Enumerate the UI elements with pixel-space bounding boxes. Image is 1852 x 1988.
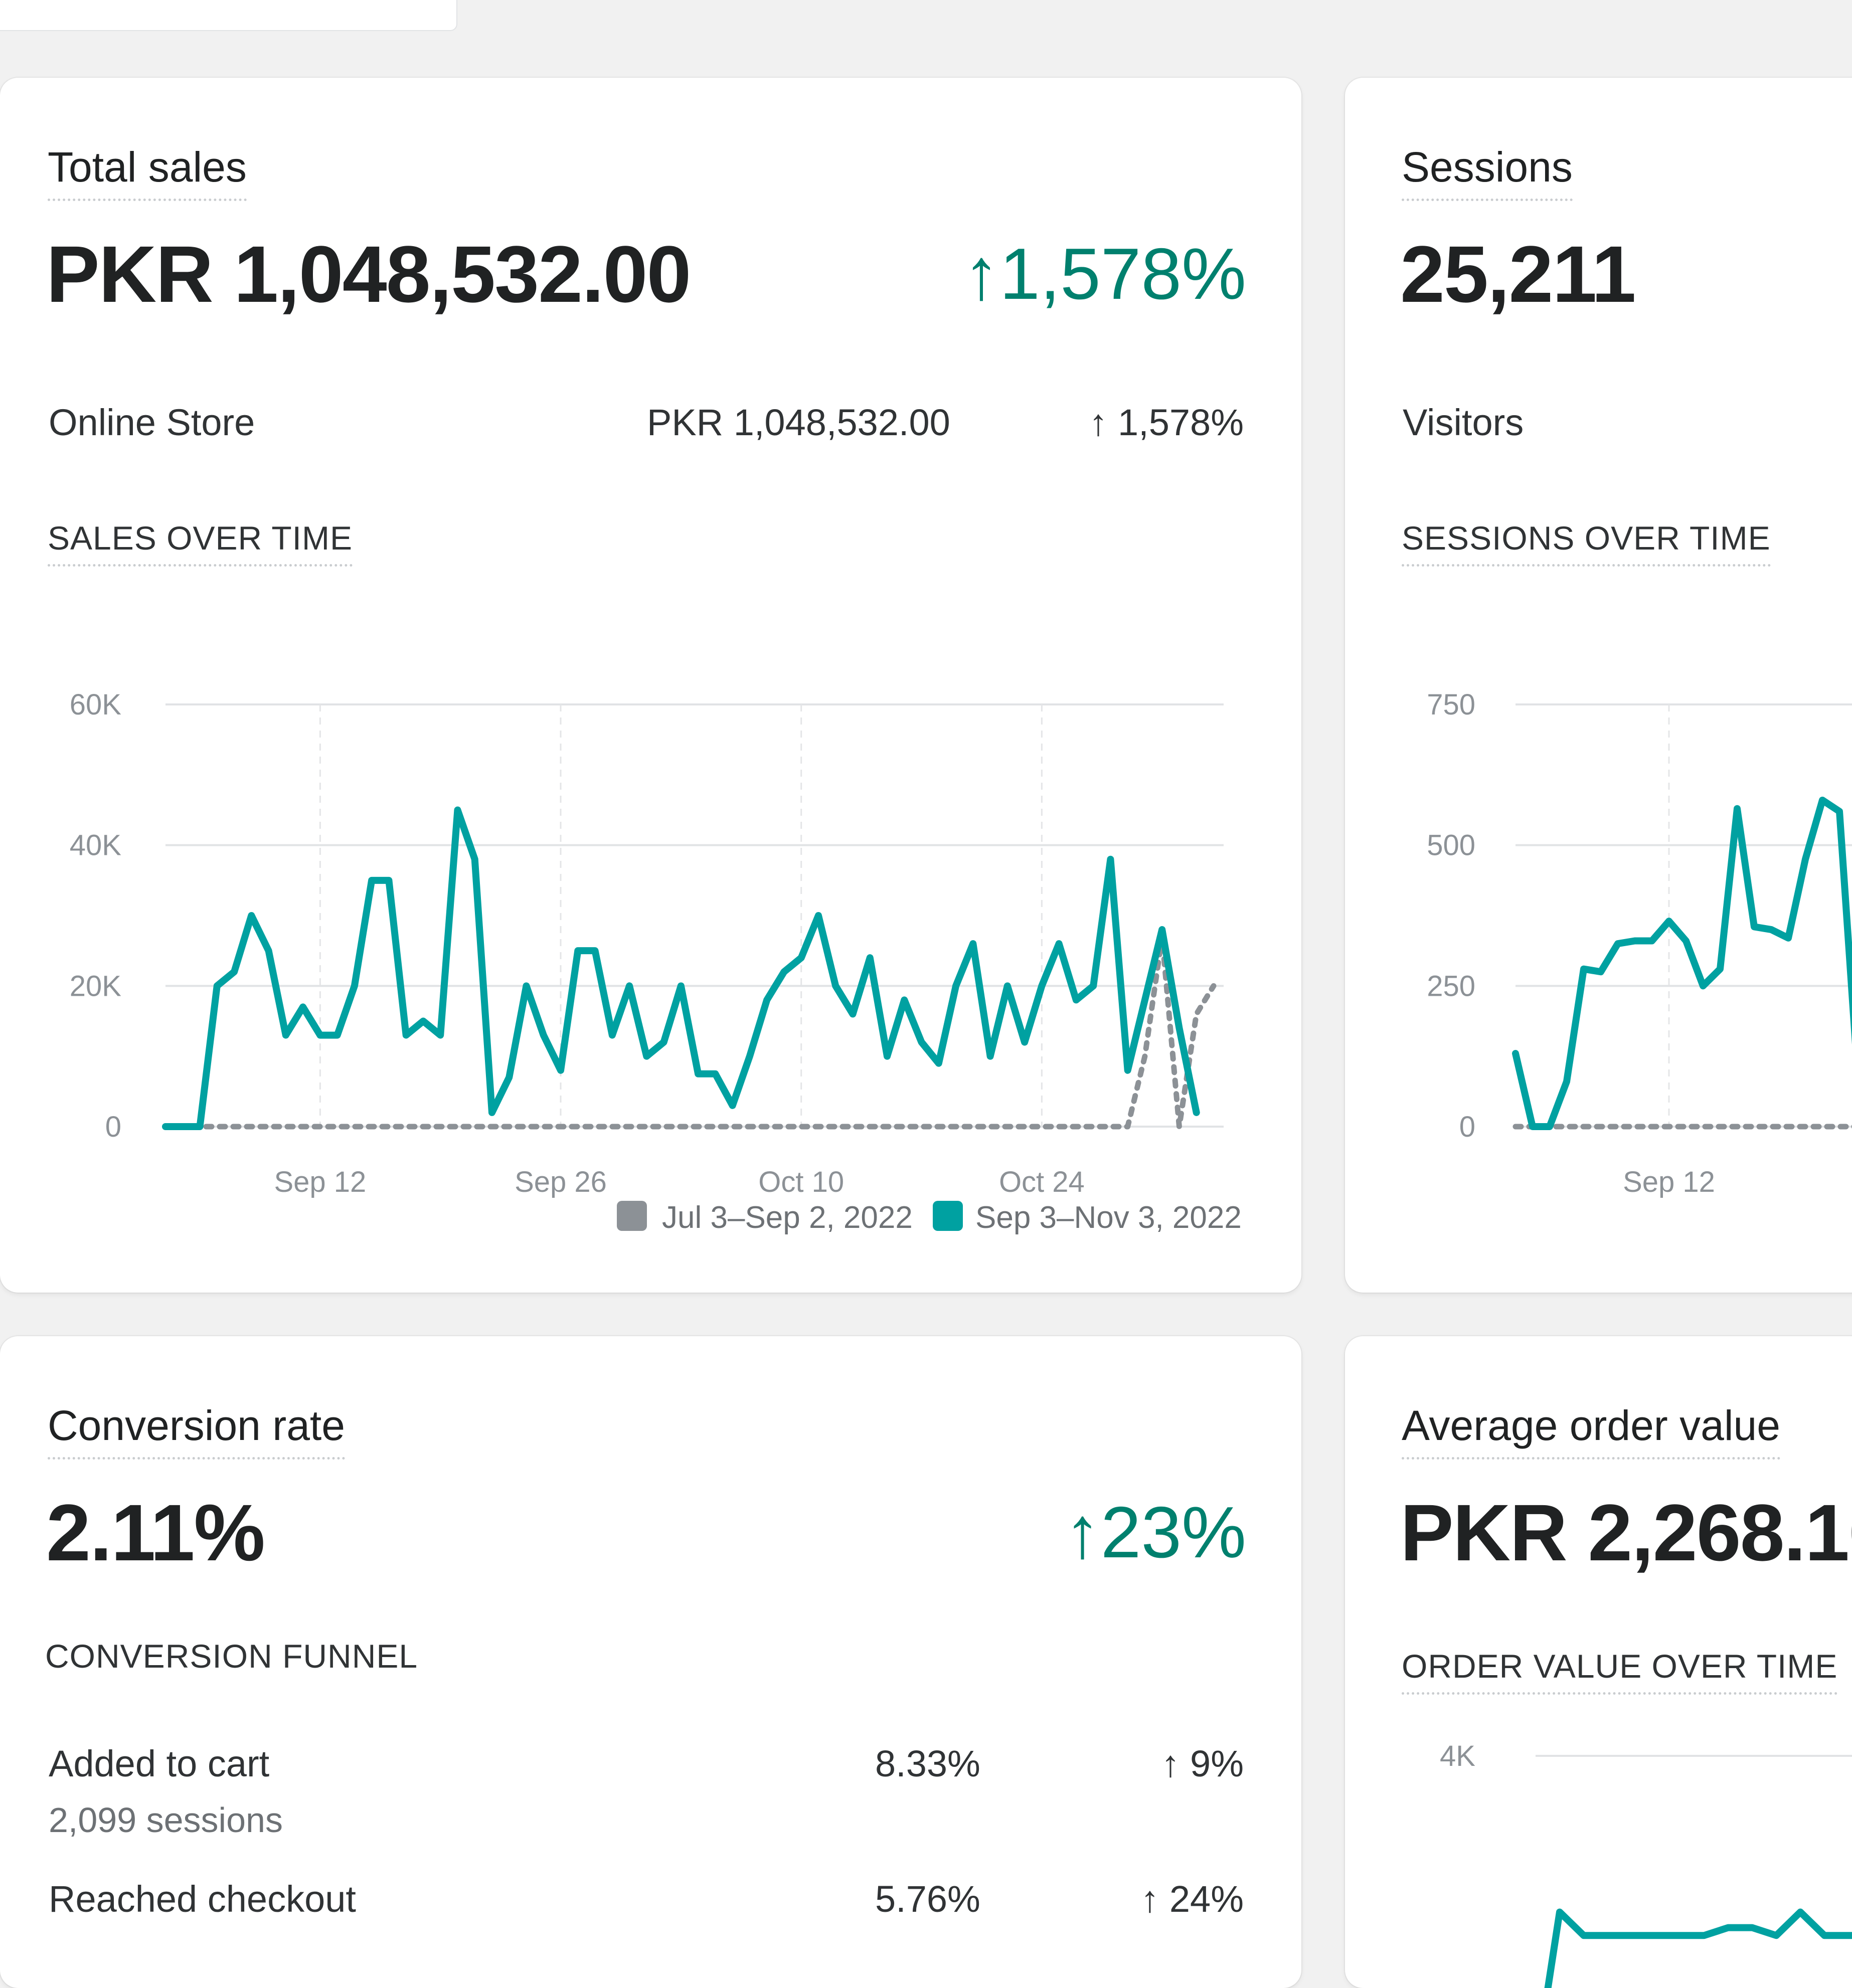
funnel-row-change: ↑ 24% (1140, 1878, 1244, 1920)
series-line-current (1536, 1912, 1852, 1988)
funnel-row-label: Added to cart (49, 1742, 269, 1785)
x-tick-label: Sep 12 (1623, 1166, 1715, 1198)
sessions-card: Sessions 25,211 Visitors SESSIONS OVER T… (1345, 78, 1852, 1293)
conversion-rate-change-value: 23% (1101, 1492, 1246, 1573)
funnel-row-change: ↑ 9% (1161, 1742, 1244, 1785)
funnel-row-label: Reached checkout (49, 1878, 356, 1920)
sessions-over-time-chart: 0 250 500 750 Sep 12 (1345, 78, 1852, 1231)
conversion-rate-title[interactable]: Conversion rate (48, 1401, 345, 1460)
conversion-funnel-heading: CONVERSION FUNNEL (45, 1637, 418, 1675)
x-tick-label: Oct 24 (999, 1166, 1085, 1198)
y-tick-label: 0 (1459, 1111, 1475, 1143)
funnel-row-change-value: 24% (1169, 1878, 1244, 1920)
funnel-row-sub: 2,099 sessions (49, 1800, 283, 1840)
y-tick-label: 60K (70, 688, 122, 721)
series-line-current (1516, 800, 1852, 1127)
y-tick-label: 750 (1427, 688, 1475, 721)
arrow-up-icon: ↑ (1161, 1743, 1180, 1784)
conversion-rate-change: ↑23% (1064, 1491, 1246, 1574)
arrow-up-icon: ↑ (1140, 1878, 1159, 1920)
conversion-rate-card: Conversion rate 2.11% ↑23% CONVERSION FU… (0, 1336, 1301, 1988)
legend-prev-label: Jul 3–Sep 2, 2022 (662, 1200, 913, 1235)
sales-over-time-chart: 0 20K 40K 60K Sep 12 Sep 26 Oct 10 Oct 24 (0, 78, 1301, 1231)
total-sales-card: Total sales PKR 1,048,532.00 ↑1,578% Onl… (0, 78, 1301, 1293)
x-tick-label: Sep 26 (515, 1166, 607, 1198)
y-tick-label: 250 (1427, 970, 1475, 1002)
average-order-value-card: Average order value PKR 2,268.10 ORDER V… (1345, 1336, 1852, 1988)
legend-current-swatch (933, 1201, 963, 1231)
funnel-row-change-value: 9% (1190, 1743, 1244, 1784)
x-tick-label: Sep 12 (274, 1166, 366, 1198)
y-tick-label: 40K (70, 829, 122, 862)
legend-current-label: Sep 3–Nov 3, 2022 (975, 1200, 1242, 1235)
conversion-rate-value: 2.11% (46, 1487, 264, 1579)
y-tick-label: 0 (105, 1111, 121, 1143)
y-tick-label: 20K (70, 970, 122, 1002)
legend-prev-swatch (617, 1201, 647, 1231)
y-tick-label: 4K (1440, 1740, 1475, 1772)
x-tick-label: Oct 10 (758, 1166, 844, 1198)
funnel-row-rate: 5.76% (875, 1878, 980, 1920)
top-toolbar-fragment (0, 0, 457, 31)
y-tick-label: 500 (1427, 829, 1475, 862)
arrow-up-icon: ↑ (1064, 1492, 1101, 1573)
funnel-row-rate: 8.33% (875, 1742, 980, 1785)
order-value-over-time-chart: 4K (1345, 1336, 1852, 1988)
